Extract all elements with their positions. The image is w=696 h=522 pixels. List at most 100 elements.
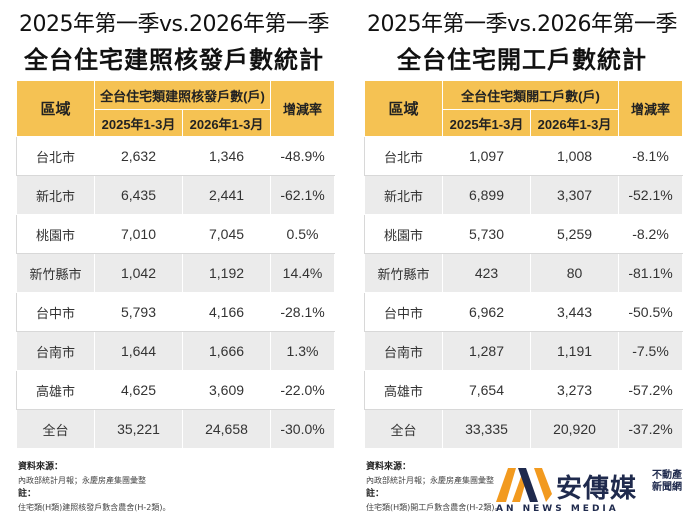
value-2026: 1,192 [181, 253, 272, 293]
region-cell: 台北市 [16, 136, 95, 176]
value-2026: 1,666 [181, 331, 272, 371]
value-2025: 35,221 [94, 409, 183, 449]
value-2025: 5,730 [442, 214, 531, 254]
rate-cell: -28.1% [270, 292, 336, 332]
logo-side-line1: 不動產 [652, 470, 682, 481]
region-cell: 桃園市 [364, 214, 443, 254]
logo-name: 安傳媒 [556, 474, 638, 504]
value-2026: 7,045 [181, 214, 272, 254]
permits-panel: 2025年第一季vs.2026年第一季 全台住宅建照核發戶數統計 區域 全台住宅… [4, 0, 344, 522]
note-text: 住宅類(H類)開工戶數含農舍(H-2類)。 [366, 503, 503, 512]
logo-english: AN NEWS MEDIA [496, 504, 619, 514]
table-row: 台中市 6,962 3,443 -50.5% [364, 292, 684, 332]
value-2025: 1,097 [442, 136, 531, 176]
table-row: 桃園市 7,010 7,045 0.5% [16, 214, 336, 254]
source-label: 資料來源： [18, 462, 64, 472]
header-rate: 增減率 [270, 80, 336, 137]
value-2025: 6,435 [94, 175, 183, 215]
table-row: 高雄市 4,625 3,609 -22.0% [16, 370, 336, 410]
value-2026: 3,609 [181, 370, 272, 410]
source-text: 內政部統計月報；永慶房產集團彙整 [18, 476, 146, 485]
value-2025: 7,654 [442, 370, 531, 410]
rate-cell: -57.2% [618, 370, 684, 410]
value-2025: 6,962 [442, 292, 531, 332]
region-cell: 新北市 [364, 175, 443, 215]
value-2026: 24,658 [181, 409, 272, 449]
logo-side: 不動產 新聞網 [652, 470, 682, 494]
table-row: 台南市 1,644 1,666 1.3% [16, 331, 336, 371]
starts-title-line2: 全台住宅開工戶數統計 [397, 46, 647, 74]
rate-cell: -50.5% [618, 292, 684, 332]
header-2025: 2025年1-3月 [442, 109, 531, 137]
table-row: 台北市 2,632 1,346 -48.9% [16, 136, 336, 176]
table-row: 新北市 6,899 3,307 -52.1% [364, 175, 684, 215]
region-cell: 台南市 [364, 331, 443, 371]
rate-cell: -8.1% [618, 136, 684, 176]
table-row: 台北市 1,097 1,008 -8.1% [364, 136, 684, 176]
value-2026: 5,259 [529, 214, 620, 254]
source-text: 內政部統計月報；永慶房產集團彙整 [366, 476, 494, 485]
rate-cell: 1.3% [270, 331, 336, 371]
value-2025: 2,632 [94, 136, 183, 176]
rate-cell: -8.2% [618, 214, 684, 254]
table-row: 桃園市 5,730 5,259 -8.2% [364, 214, 684, 254]
header-group: 全台住宅類開工戶數(戶) [441, 80, 620, 110]
value-2026: 3,307 [529, 175, 620, 215]
rate-cell: -81.1% [618, 253, 684, 293]
starts-notes: 資料來源： 內政部統計月報；永慶房產集團彙整 註： 住宅類(H類)開工戶數含農舍… [366, 460, 503, 514]
value-2025: 1,287 [442, 331, 531, 371]
header-2026: 2026年1-3月 [529, 109, 620, 137]
value-2026: 1,008 [529, 136, 620, 176]
header-2025: 2025年1-3月 [94, 109, 183, 137]
table-row: 台南市 1,287 1,191 -7.5% [364, 331, 684, 371]
region-cell: 新竹縣市 [364, 253, 443, 293]
value-2025: 6,899 [442, 175, 531, 215]
permits-table: 區域 全台住宅類建照核發戶數(戶) 增減率 2025年1-3月 2026年1-3… [16, 80, 336, 449]
header-region: 區域 [16, 80, 95, 137]
an-news-media-logo: 安傳媒 不動產 新聞網 AN NEWS MEDIA [494, 464, 690, 518]
value-2025: 1,644 [94, 331, 183, 371]
starts-title-line1: 2025年第一季vs.2026年第一季 [367, 12, 677, 37]
value-2026: 3,443 [529, 292, 620, 332]
region-cell: 高雄市 [16, 370, 95, 410]
table-row: 台中市 5,793 4,166 -28.1% [16, 292, 336, 332]
table-row: 新竹縣市 423 80 -81.1% [364, 253, 684, 293]
region-cell: 高雄市 [364, 370, 443, 410]
value-2026: 4,166 [181, 292, 272, 332]
rate-cell: 14.4% [270, 253, 336, 293]
header-rate: 增減率 [618, 80, 684, 137]
value-2026: 20,920 [529, 409, 620, 449]
note-label: 註： [18, 489, 37, 499]
permits-notes: 資料來源： 內政部統計月報；永慶房產集團彙整 註： 住宅類(H類)建照核發戶數含… [18, 460, 171, 514]
value-2025: 33,335 [442, 409, 531, 449]
header-group: 全台住宅類建照核發戶數(戶) [93, 80, 272, 110]
region-cell: 新北市 [16, 175, 95, 215]
value-2026: 80 [529, 253, 620, 293]
region-cell: 桃園市 [16, 214, 95, 254]
header-region: 區域 [364, 80, 443, 137]
table-row: 新竹縣市 1,042 1,192 14.4% [16, 253, 336, 293]
value-2025: 4,625 [94, 370, 183, 410]
logo-mark-icon [496, 468, 552, 502]
note-text: 住宅類(H類)建照核發戶數含農舍(H-2類)。 [18, 503, 171, 512]
permits-title-line1: 2025年第一季vs.2026年第一季 [19, 12, 329, 37]
value-2026: 2,441 [181, 175, 272, 215]
source-label: 資料來源： [366, 462, 412, 472]
value-2025: 423 [442, 253, 531, 293]
note-label: 註： [366, 489, 385, 499]
starts-panel: 2025年第一季vs.2026年第一季 全台住宅開工戶數統計 區域 全台住宅類開… [352, 0, 692, 522]
region-cell: 全台 [364, 409, 443, 449]
starts-table: 區域 全台住宅類開工戶數(戶) 增減率 2025年1-3月 2026年1-3月 … [364, 80, 684, 449]
value-2026: 1,191 [529, 331, 620, 371]
rate-cell: -7.5% [618, 331, 684, 371]
table-row: 高雄市 7,654 3,273 -57.2% [364, 370, 684, 410]
value-2026: 1,346 [181, 136, 272, 176]
logo-side-line2: 新聞網 [652, 482, 682, 493]
table-row: 新北市 6,435 2,441 -62.1% [16, 175, 336, 215]
rate-cell: 0.5% [270, 214, 336, 254]
table-row-total: 全台 33,335 20,920 -37.2% [364, 409, 684, 449]
region-cell: 全台 [16, 409, 95, 449]
region-cell: 台南市 [16, 331, 95, 371]
rate-cell: -48.9% [270, 136, 336, 176]
region-cell: 台北市 [364, 136, 443, 176]
